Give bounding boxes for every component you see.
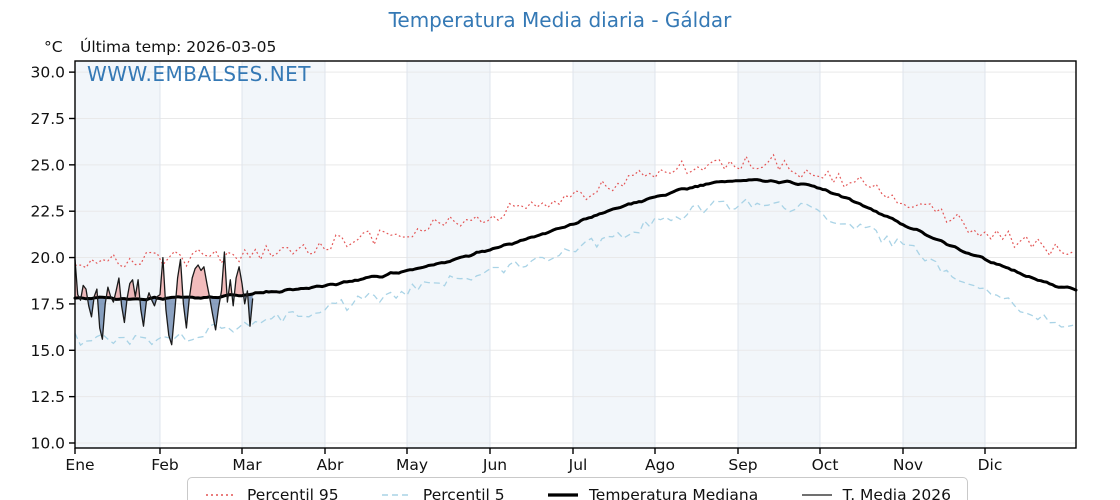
temperatura-mediana-line-swatch-icon bbox=[547, 493, 578, 497]
fill-below-median bbox=[247, 294, 253, 327]
month-band bbox=[75, 61, 160, 448]
plot-frame bbox=[74, 60, 1077, 449]
percentil-5-line bbox=[74, 198, 1074, 347]
legend: Percentil 95 Percentil 5 Temperatura Med… bbox=[187, 477, 968, 500]
percentil-5-line-swatch-icon bbox=[381, 494, 412, 496]
fill-below-median bbox=[165, 297, 176, 345]
x-tick-label: Feb bbox=[151, 456, 178, 474]
x-tick-label: Jul bbox=[568, 456, 588, 474]
y-tick-label: 22.5 bbox=[30, 203, 65, 221]
legend-item-percentil-5: Percentil 5 bbox=[380, 486, 505, 500]
y-tick-label: 17.5 bbox=[30, 295, 65, 313]
x-tick-label: Dic bbox=[978, 456, 1003, 474]
fill-below-median bbox=[87, 298, 94, 317]
y-tick-label: 30.0 bbox=[30, 64, 65, 82]
x-tick-label: Nov bbox=[893, 456, 923, 474]
legend-label: Temperatura Mediana bbox=[588, 486, 759, 500]
month-band bbox=[242, 61, 325, 448]
fill-below-median bbox=[120, 298, 127, 323]
y-axis-unit-label: °C bbox=[44, 38, 63, 56]
y-tick-label: 25.0 bbox=[30, 156, 65, 174]
x-tick-label: Oct bbox=[812, 456, 839, 474]
chart-title: Temperatura Media diaria - Gáldar bbox=[388, 8, 732, 32]
legend-item-t-media-2026: T. Media 2026 bbox=[800, 486, 951, 500]
last-temp-annotation: Última temp: 2026-03-05 bbox=[80, 38, 277, 56]
month-band bbox=[407, 61, 490, 448]
legend-label: Percentil 95 bbox=[247, 486, 339, 500]
legend-label: T. Media 2026 bbox=[842, 486, 951, 500]
fill-above-median bbox=[176, 259, 183, 298]
t-media-2026-line bbox=[74, 251, 254, 346]
t-media-2026-line-swatch-icon bbox=[801, 494, 832, 496]
y-tick-label: 20.0 bbox=[30, 249, 65, 267]
fill-below-median bbox=[97, 297, 107, 340]
month-band bbox=[573, 61, 655, 448]
x-tick-label: Ene bbox=[65, 456, 94, 474]
legend-item-percentil-95: Percentil 95 bbox=[204, 486, 339, 500]
percentil-95-line bbox=[74, 153, 1074, 269]
x-tick-label: Ago bbox=[645, 456, 675, 474]
watermark: WWW.EMBALSES.NET bbox=[87, 62, 312, 86]
y-tick-label: 10.0 bbox=[30, 434, 65, 452]
x-tick-label: Jun bbox=[482, 456, 507, 474]
fill-above-median bbox=[75, 259, 80, 299]
fill-below-median bbox=[183, 297, 190, 328]
x-tick-label: May bbox=[396, 456, 428, 474]
y-tick-label: 15.0 bbox=[30, 342, 65, 360]
fill-above-median bbox=[234, 266, 244, 296]
fill-above-median bbox=[80, 285, 88, 299]
legend-item-temperatura-mediana: Temperatura Mediana bbox=[546, 486, 758, 500]
fill-below-median bbox=[209, 296, 221, 330]
x-tick-label: Sep bbox=[728, 456, 757, 474]
x-tick-label: Abr bbox=[317, 456, 344, 474]
month-band bbox=[738, 61, 820, 448]
legend-label: Percentil 5 bbox=[422, 486, 505, 500]
y-tick-label: 27.5 bbox=[30, 110, 65, 128]
percentil-95-line-swatch-icon bbox=[206, 494, 236, 496]
x-tick-label: Mar bbox=[232, 456, 262, 474]
y-tick-label: 12.5 bbox=[30, 388, 65, 406]
